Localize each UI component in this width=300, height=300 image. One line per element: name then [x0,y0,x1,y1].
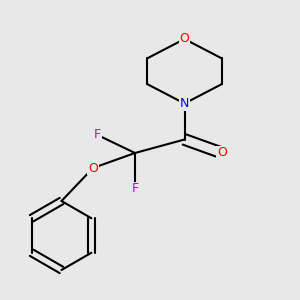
Text: N: N [180,97,189,110]
Text: F: F [94,128,101,142]
Text: O: O [217,146,227,160]
Text: O: O [88,161,98,175]
Text: F: F [131,182,139,196]
Text: O: O [180,32,189,46]
